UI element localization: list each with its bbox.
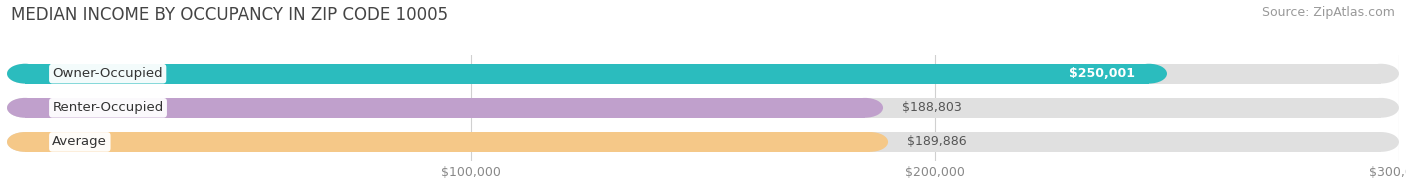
Ellipse shape bbox=[846, 98, 883, 118]
Ellipse shape bbox=[1130, 64, 1167, 83]
Ellipse shape bbox=[7, 98, 44, 118]
Ellipse shape bbox=[7, 98, 44, 118]
Text: MEDIAN INCOME BY OCCUPANCY IN ZIP CODE 10005: MEDIAN INCOME BY OCCUPANCY IN ZIP CODE 1… bbox=[11, 6, 449, 24]
Bar bbox=[25, 98, 865, 118]
Ellipse shape bbox=[1362, 98, 1399, 118]
Bar bbox=[25, 132, 870, 152]
Text: Source: ZipAtlas.com: Source: ZipAtlas.com bbox=[1261, 6, 1395, 19]
Ellipse shape bbox=[7, 64, 44, 83]
Ellipse shape bbox=[1362, 64, 1399, 83]
Text: $250,001: $250,001 bbox=[1069, 67, 1135, 80]
Text: Average: Average bbox=[52, 135, 107, 148]
Text: $188,803: $188,803 bbox=[901, 101, 962, 114]
Text: Owner-Occupied: Owner-Occupied bbox=[52, 67, 163, 80]
Ellipse shape bbox=[7, 132, 44, 152]
Bar bbox=[25, 132, 1381, 152]
Ellipse shape bbox=[852, 132, 889, 152]
Bar bbox=[25, 64, 1381, 83]
Ellipse shape bbox=[7, 64, 44, 83]
Bar bbox=[25, 98, 1381, 118]
Ellipse shape bbox=[1362, 132, 1399, 152]
Text: $189,886: $189,886 bbox=[907, 135, 966, 148]
Ellipse shape bbox=[7, 132, 44, 152]
Text: Renter-Occupied: Renter-Occupied bbox=[52, 101, 163, 114]
Bar bbox=[25, 64, 1149, 83]
